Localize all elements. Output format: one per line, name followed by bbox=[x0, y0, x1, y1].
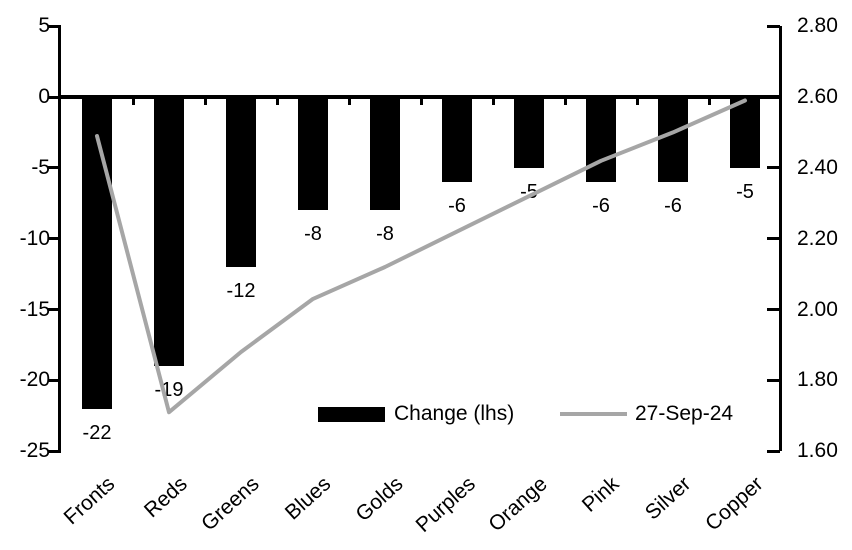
right-axis-label: 2.60 bbox=[797, 85, 838, 108]
legend-item-line: 27-Sep-24 bbox=[560, 402, 734, 425]
left-axis-label: -15 bbox=[19, 297, 50, 321]
legend-item-change: Change (lhs) bbox=[318, 402, 515, 425]
right-axis-tick bbox=[767, 308, 780, 311]
bar-value-label: -6 bbox=[592, 195, 610, 217]
x-axis-tick bbox=[636, 99, 639, 105]
bar-reds bbox=[154, 97, 184, 367]
right-axis-label: 2.80 bbox=[797, 14, 838, 38]
bar-silver bbox=[658, 97, 688, 182]
right-axis-tick bbox=[767, 95, 780, 99]
bar-series-swatch bbox=[318, 406, 385, 422]
bar-purples bbox=[442, 97, 472, 182]
line-series-path bbox=[95, 98, 747, 415]
left-axis-label: 5 bbox=[38, 14, 50, 38]
left-axis-label: -5 bbox=[31, 155, 50, 179]
x-axis-tick bbox=[132, 99, 135, 105]
right-axis bbox=[779, 26, 782, 451]
bar-golds bbox=[370, 97, 400, 211]
right-axis-label: 1.60 bbox=[797, 439, 838, 463]
bar-value-label: -22 bbox=[82, 421, 112, 444]
bar-value-label: -8 bbox=[376, 223, 394, 246]
legend-label-change: Change (lhs) bbox=[394, 402, 515, 425]
bar-value-label: -5 bbox=[736, 180, 754, 203]
bar-value-label: -12 bbox=[226, 280, 256, 302]
left-axis-tick bbox=[48, 24, 61, 28]
x-axis-tick bbox=[276, 99, 279, 105]
left-axis-tick bbox=[48, 95, 61, 99]
bar-orange bbox=[514, 97, 544, 168]
bar-greens bbox=[226, 97, 256, 267]
x-axis-tick bbox=[564, 99, 567, 105]
left-axis-label: 0 bbox=[38, 85, 50, 108]
right-axis-tick bbox=[767, 237, 780, 241]
bar-blues bbox=[298, 97, 328, 211]
x-axis-tick bbox=[420, 99, 423, 105]
left-axis-label: -10 bbox=[19, 226, 50, 250]
left-axis-tick bbox=[48, 308, 61, 311]
bar-fronts bbox=[82, 97, 112, 409]
right-axis-label: 2.40 bbox=[797, 155, 838, 179]
x-axis-tick bbox=[708, 99, 711, 105]
bar-value-label: -6 bbox=[664, 195, 682, 217]
right-axis-tick bbox=[767, 166, 780, 170]
x-axis-tick bbox=[492, 99, 495, 105]
right-axis-label: 2.00 bbox=[797, 297, 838, 321]
right-axis-tick bbox=[767, 449, 780, 453]
right-axis-tick bbox=[767, 378, 780, 382]
bar-copper bbox=[730, 97, 760, 168]
left-axis-tick bbox=[48, 237, 61, 241]
zero-line bbox=[60, 95, 782, 99]
x-axis-tick bbox=[348, 99, 351, 105]
right-axis-label: 1.80 bbox=[797, 368, 838, 392]
left-axis-tick bbox=[48, 378, 61, 382]
right-axis-label: 2.20 bbox=[797, 226, 838, 250]
left-axis-label: -25 bbox=[19, 439, 50, 463]
bar-value-label: -6 bbox=[448, 195, 466, 217]
left-axis-tick bbox=[48, 166, 61, 170]
right-axis-tick bbox=[767, 24, 780, 28]
bar-value-label: -8 bbox=[304, 223, 322, 246]
left-axis-tick bbox=[48, 449, 61, 453]
x-axis-tick bbox=[204, 99, 207, 105]
legend-label-date: 27-Sep-24 bbox=[635, 402, 734, 425]
left-axis-label: -20 bbox=[19, 368, 50, 392]
line-series-swatch bbox=[560, 412, 627, 416]
